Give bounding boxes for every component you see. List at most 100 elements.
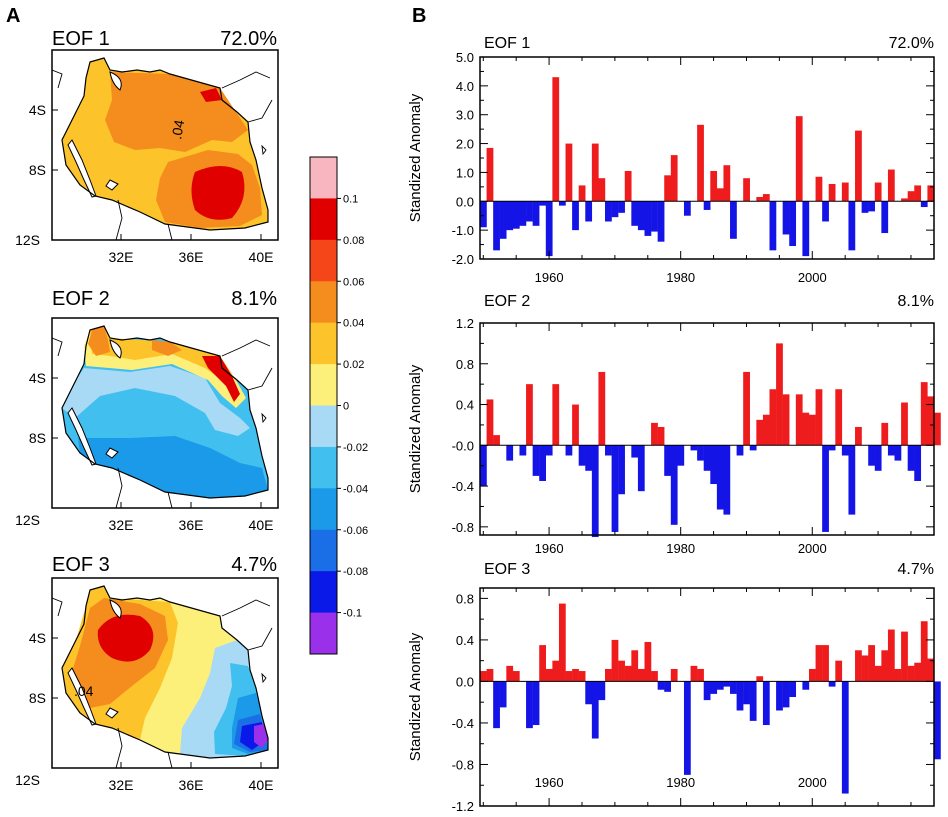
bar-negative <box>861 201 869 213</box>
bar-positive <box>545 668 553 682</box>
bar-positive <box>881 422 889 446</box>
bar-negative <box>710 681 718 694</box>
bar-positive <box>762 194 770 202</box>
bar-positive <box>480 671 487 682</box>
bar-negative <box>723 681 731 687</box>
bar-negative <box>526 681 533 729</box>
bar-negative <box>585 445 593 471</box>
bar-negative <box>874 445 882 471</box>
bar-negative <box>677 445 685 466</box>
colorbar-block <box>310 322 337 365</box>
bar-positive <box>631 650 639 682</box>
bar-positive <box>644 641 652 682</box>
bar-positive <box>651 422 658 446</box>
map-title: EOF 1 <box>52 28 110 50</box>
bar-negative <box>822 201 829 222</box>
lat-tick-label: 12S <box>15 232 40 248</box>
bar-charts: 5.0 4.0 3.0 2.0 1.0 0.0 -1.0 -2.0 1960 1980 2000 EO… <box>407 35 941 814</box>
bar-negative <box>532 445 540 476</box>
lat-tick-label: 8S <box>29 430 46 446</box>
lon-tick-label: 36E <box>179 249 204 265</box>
map-variance: 8.1% <box>231 288 277 310</box>
chart-variance: 72.0% <box>889 35 934 52</box>
colorbar-label: 0.02 <box>343 359 364 371</box>
map-title: EOF 2 <box>52 288 110 310</box>
bar-positive <box>657 426 665 446</box>
bar-chart-2: 1.2 0.8 0.4 -0.0 -0.4 -0.8 1960 1980 2000 EOF 2 8.… <box>407 293 941 556</box>
bar-negative <box>506 201 514 231</box>
bar-negative <box>762 681 770 726</box>
colorbar-label: 0.1 <box>343 193 358 205</box>
bar-positive <box>927 185 935 202</box>
bar-positive <box>802 412 810 446</box>
bar-negative <box>657 201 665 242</box>
map-variance: 72.0% <box>220 28 277 50</box>
bar-positive <box>881 650 889 682</box>
colorbar-block <box>310 571 337 614</box>
contour-band <box>97 614 154 662</box>
bar-positive <box>841 182 849 202</box>
x-tick-label: 2000 <box>798 775 827 790</box>
bar-positive <box>756 196 764 202</box>
bar-negative <box>749 681 757 721</box>
bar-negative <box>828 681 836 687</box>
bar-negative <box>539 201 546 206</box>
bar-negative <box>868 201 875 212</box>
bar-negative <box>637 201 645 231</box>
bar-negative <box>565 445 573 456</box>
bar-negative <box>710 445 718 485</box>
bar-positive <box>855 426 862 446</box>
chart-variance: 4.7% <box>898 561 934 578</box>
bar-negative <box>499 201 507 239</box>
bar-positive <box>769 389 777 446</box>
y-tick-label: -0.0 <box>452 438 474 453</box>
bar-negative <box>598 681 606 701</box>
colorbar-block <box>310 529 337 572</box>
bar-positive <box>512 671 520 682</box>
bar-negative <box>802 681 810 690</box>
bar-positive <box>743 371 750 446</box>
x-tick-label: 1960 <box>535 541 564 556</box>
tanzania-outline <box>61 325 269 499</box>
y-tick-label: -2.0 <box>452 252 474 267</box>
bar-negative <box>697 445 704 461</box>
bar-chart-1: 5.0 4.0 3.0 2.0 1.0 0.0 -1.0 -2.0 1960 1980 2000 EO… <box>407 35 935 285</box>
bar-negative <box>532 201 540 226</box>
bar-positive <box>887 629 895 682</box>
bar-positive <box>901 631 908 682</box>
bar-negative <box>822 445 829 532</box>
bar-negative <box>578 445 586 466</box>
chart-title: EOF 2 <box>484 293 530 310</box>
lake <box>105 179 119 191</box>
bar-positive <box>710 170 718 202</box>
y-tick-label: -1.0 <box>452 223 474 238</box>
bar-negative <box>651 201 658 232</box>
lat-tick-label: 4S <box>29 370 46 386</box>
tanzania-outline <box>61 585 269 759</box>
bar-negative <box>789 681 797 697</box>
bar-positive <box>808 668 816 682</box>
x-tick-label: 1960 <box>535 270 564 285</box>
bar-positive <box>572 668 579 682</box>
bar-positive <box>697 668 704 682</box>
map-panel-1: EOF 1 72.0% .04 4S 8S 12S 32E 36E <box>15 28 279 265</box>
bar-positive <box>756 419 764 446</box>
colorbar-label: -0.1 <box>343 608 362 620</box>
x-tick-label: 2000 <box>798 541 827 556</box>
contour-band <box>254 724 268 748</box>
colorbar-block <box>310 157 337 199</box>
bar-negative <box>776 681 783 711</box>
y-axis-label: Standized Anomaly <box>407 632 424 761</box>
bar-negative <box>591 445 599 538</box>
bar-positive <box>572 404 579 446</box>
contour-band <box>152 340 182 356</box>
map-panel-3: EOF 3 4.7% .04 <box>15 554 279 793</box>
colorbar-block <box>310 446 337 489</box>
bar-negative <box>585 201 593 222</box>
bar-positive <box>815 645 823 682</box>
map-frame <box>51 577 279 769</box>
bar-positive <box>578 185 586 202</box>
bar-positive <box>874 182 882 202</box>
lon-tick-label: 40E <box>249 249 274 265</box>
bar-positive <box>624 170 632 202</box>
